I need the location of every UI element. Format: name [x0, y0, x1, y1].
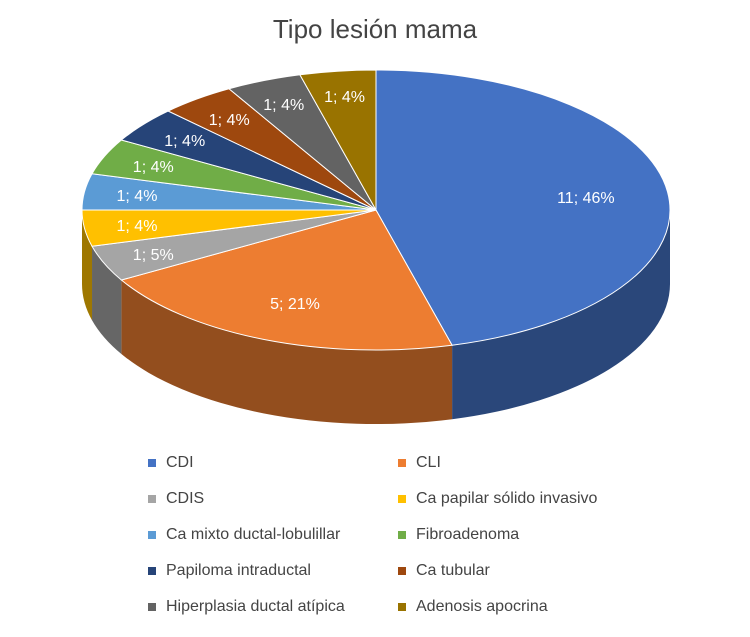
- legend-item-1: CDI: [148, 454, 194, 472]
- legend-swatch: [148, 567, 156, 575]
- pie-slice-label-1: 11; 46%: [557, 190, 615, 207]
- legend-swatch: [148, 531, 156, 539]
- legend-item-6: Fibroadenoma: [398, 526, 519, 544]
- pie-slice-10: [299, 69, 377, 212]
- pie-slice-side-3: [92, 246, 122, 354]
- legend-label: Ca papilar sólido invasivo: [416, 490, 598, 507]
- legend-label: Hiperplasia ductal atípica: [166, 598, 345, 615]
- legend-item-9: Hiperplasia ductal atípica: [148, 598, 345, 616]
- legend-label: CDI: [166, 454, 194, 471]
- legend-swatch: [398, 531, 406, 539]
- legend-item-8: Ca tubular: [398, 562, 490, 580]
- legend-item-3: CDIS: [148, 490, 204, 508]
- legend-label: CLI: [416, 454, 441, 471]
- legend-swatch: [148, 495, 156, 503]
- legend-label: CDIS: [166, 490, 205, 507]
- pie-slice-label-2: 5; 21%: [270, 296, 320, 313]
- pie-slice-label-9: 1; 4%: [263, 97, 304, 114]
- pie-slice-label-5: 1; 4%: [117, 188, 158, 205]
- legend-swatch: [148, 603, 156, 611]
- legend-item-7: Papiloma intraductal: [148, 562, 311, 580]
- legend-item-10: Adenosis apocrina: [398, 598, 548, 616]
- pie-slice-side-2: [121, 280, 453, 424]
- chart-title: Tipo lesión mama: [272, 14, 478, 44]
- legend-label: Ca mixto ductal-lobulillar: [166, 526, 341, 543]
- pie-slice-label-10: 1; 4%: [324, 89, 365, 106]
- pie-slice-label-4: 1; 4%: [117, 218, 158, 235]
- pie-slice-side-1: [452, 210, 670, 420]
- pie-slice-label-6: 1; 4%: [133, 159, 174, 176]
- legend-label: Adenosis apocrina: [416, 598, 548, 615]
- pie-slice-side-4: [82, 210, 93, 321]
- legend-swatch: [398, 567, 406, 575]
- legend-label: Ca tubular: [416, 562, 490, 579]
- legend-swatch: [398, 603, 406, 611]
- pie-slice-label-3: 1; 5%: [133, 247, 174, 264]
- legend-item-4: Ca papilar sólido invasivo: [398, 490, 597, 508]
- pie-slice-2: [120, 209, 453, 351]
- legend-swatch: [148, 459, 156, 467]
- legend-label: Fibroadenoma: [416, 526, 520, 543]
- legend-item-2: CLI: [398, 454, 441, 472]
- legend-swatch: [398, 495, 406, 503]
- legend-item-5: Ca mixto ductal-lobulillar: [148, 526, 340, 544]
- pie-slice-1: [375, 69, 671, 346]
- pie-slice-label-7: 1; 4%: [164, 133, 205, 150]
- legend-swatch: [398, 459, 406, 467]
- legend-label: Papiloma intraductal: [166, 562, 311, 579]
- pie-slice-label-8: 1; 4%: [209, 112, 250, 129]
